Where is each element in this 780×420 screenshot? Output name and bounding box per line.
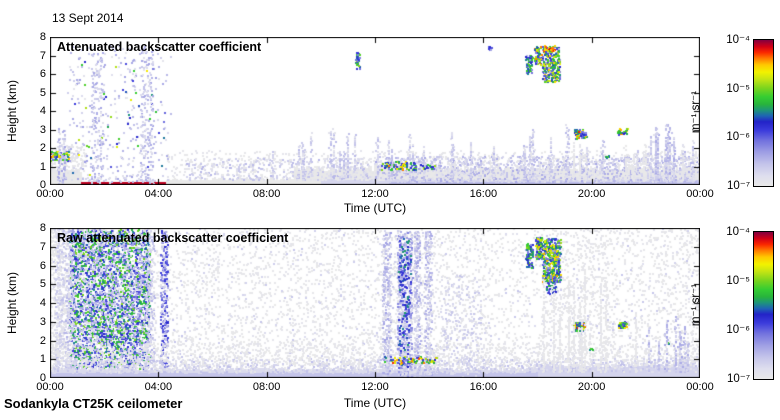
x-tick-label: 00:00: [36, 381, 64, 393]
y-tick-label: 8: [39, 31, 46, 43]
y-axis-label-bottom: Height (km): [5, 271, 20, 335]
y-tick-label: 4: [39, 105, 46, 117]
y-tick-label: 7: [39, 240, 46, 253]
y-tick-label: 3: [39, 123, 46, 136]
x-tick-label: 04:00: [144, 188, 173, 200]
date-label: 13 Sept 2014: [52, 11, 124, 25]
x-tick-label: 00:00: [686, 381, 714, 393]
panel-title-top: Attenuated backscatter coefficient: [57, 40, 262, 54]
y-tick-label: 2: [39, 334, 46, 347]
y-tick-label: 5: [39, 86, 46, 99]
y-tick-label: 0: [39, 179, 46, 191]
colorbar-top: [753, 39, 774, 187]
instrument-label: Sodankyla CT25K ceilometer: [4, 396, 183, 411]
colorbar-tick-labels-bottom: 10⁻⁴ 10⁻⁵ 10⁻⁶ 10⁻⁷: [700, 226, 750, 385]
colorbar-tick-label: 10⁻⁵: [726, 275, 750, 287]
x-tick-label: 16:00: [469, 381, 498, 393]
colorbar-tick-labels-top: 10⁻⁴ 10⁻⁵ 10⁻⁶ 10⁻⁷: [700, 34, 750, 192]
x-axis-label-bottom: Time (UTC): [343, 396, 407, 410]
y-axis-label-top: Height (km): [5, 79, 20, 143]
x-tick-label: 08:00: [252, 188, 281, 200]
x-tick-labels-bottom: 00:00 04:00 08:00 12:00 16:00 20:00 00:00: [36, 381, 714, 394]
y-tick-label: 8: [39, 222, 46, 234]
y-tick-label: 0: [39, 372, 46, 384]
x-tick-label: 20:00: [577, 381, 606, 393]
heatmap-attenuated-backscatter: [50, 37, 700, 185]
x-tick-label: 00:00: [686, 188, 714, 200]
y-tick-label: 1: [39, 353, 46, 366]
colorbar-bottom: [753, 231, 774, 380]
colorbar-tick-label: 10⁻⁷: [726, 373, 750, 385]
colorbar-tick-label: 10⁻⁶: [726, 131, 750, 144]
x-tick-label: 12:00: [361, 188, 389, 200]
x-axis-label-top: Time (UTC): [343, 201, 407, 215]
y-tick-label: 6: [39, 259, 46, 272]
panel-title-bottom: Raw attenuated backscatter coefficient: [57, 231, 289, 245]
y-tick-label: 4: [39, 297, 46, 309]
x-tick-label: 16:00: [469, 188, 498, 200]
x-tick-label: 20:00: [577, 188, 606, 200]
y-tick-label: 2: [39, 142, 46, 154]
y-tick-label: 5: [39, 278, 46, 291]
y-tick-labels-bottom: 8 7 6 5 4 3 2 1 0: [30, 222, 46, 384]
colorbar-tick-label: 10⁻⁴: [726, 34, 750, 46]
colorbar-tick-label: 10⁻⁵: [726, 82, 750, 95]
colorbar-tick-label: 10⁻⁴: [726, 226, 750, 238]
x-tick-label: 08:00: [252, 381, 281, 393]
colorbar-tick-label: 10⁻⁶: [726, 324, 750, 336]
y-tick-label: 6: [39, 68, 46, 80]
y-tick-label: 1: [39, 160, 46, 173]
x-tick-label: 04:00: [144, 381, 173, 393]
y-tick-label: 7: [39, 49, 46, 62]
colorbar-tick-label: 10⁻⁷: [726, 180, 750, 192]
heatmap-raw-attenuated-backscatter: [50, 228, 700, 378]
x-tick-labels-top: 00:00 04:00 08:00 12:00 16:00 20:00 00:00: [36, 188, 714, 201]
x-tick-label: 00:00: [36, 188, 64, 200]
y-tick-labels-top: 8 7 6 5 4 3 2 1 0: [30, 31, 46, 191]
x-tick-label: 12:00: [361, 381, 389, 393]
y-tick-label: 3: [39, 315, 46, 328]
